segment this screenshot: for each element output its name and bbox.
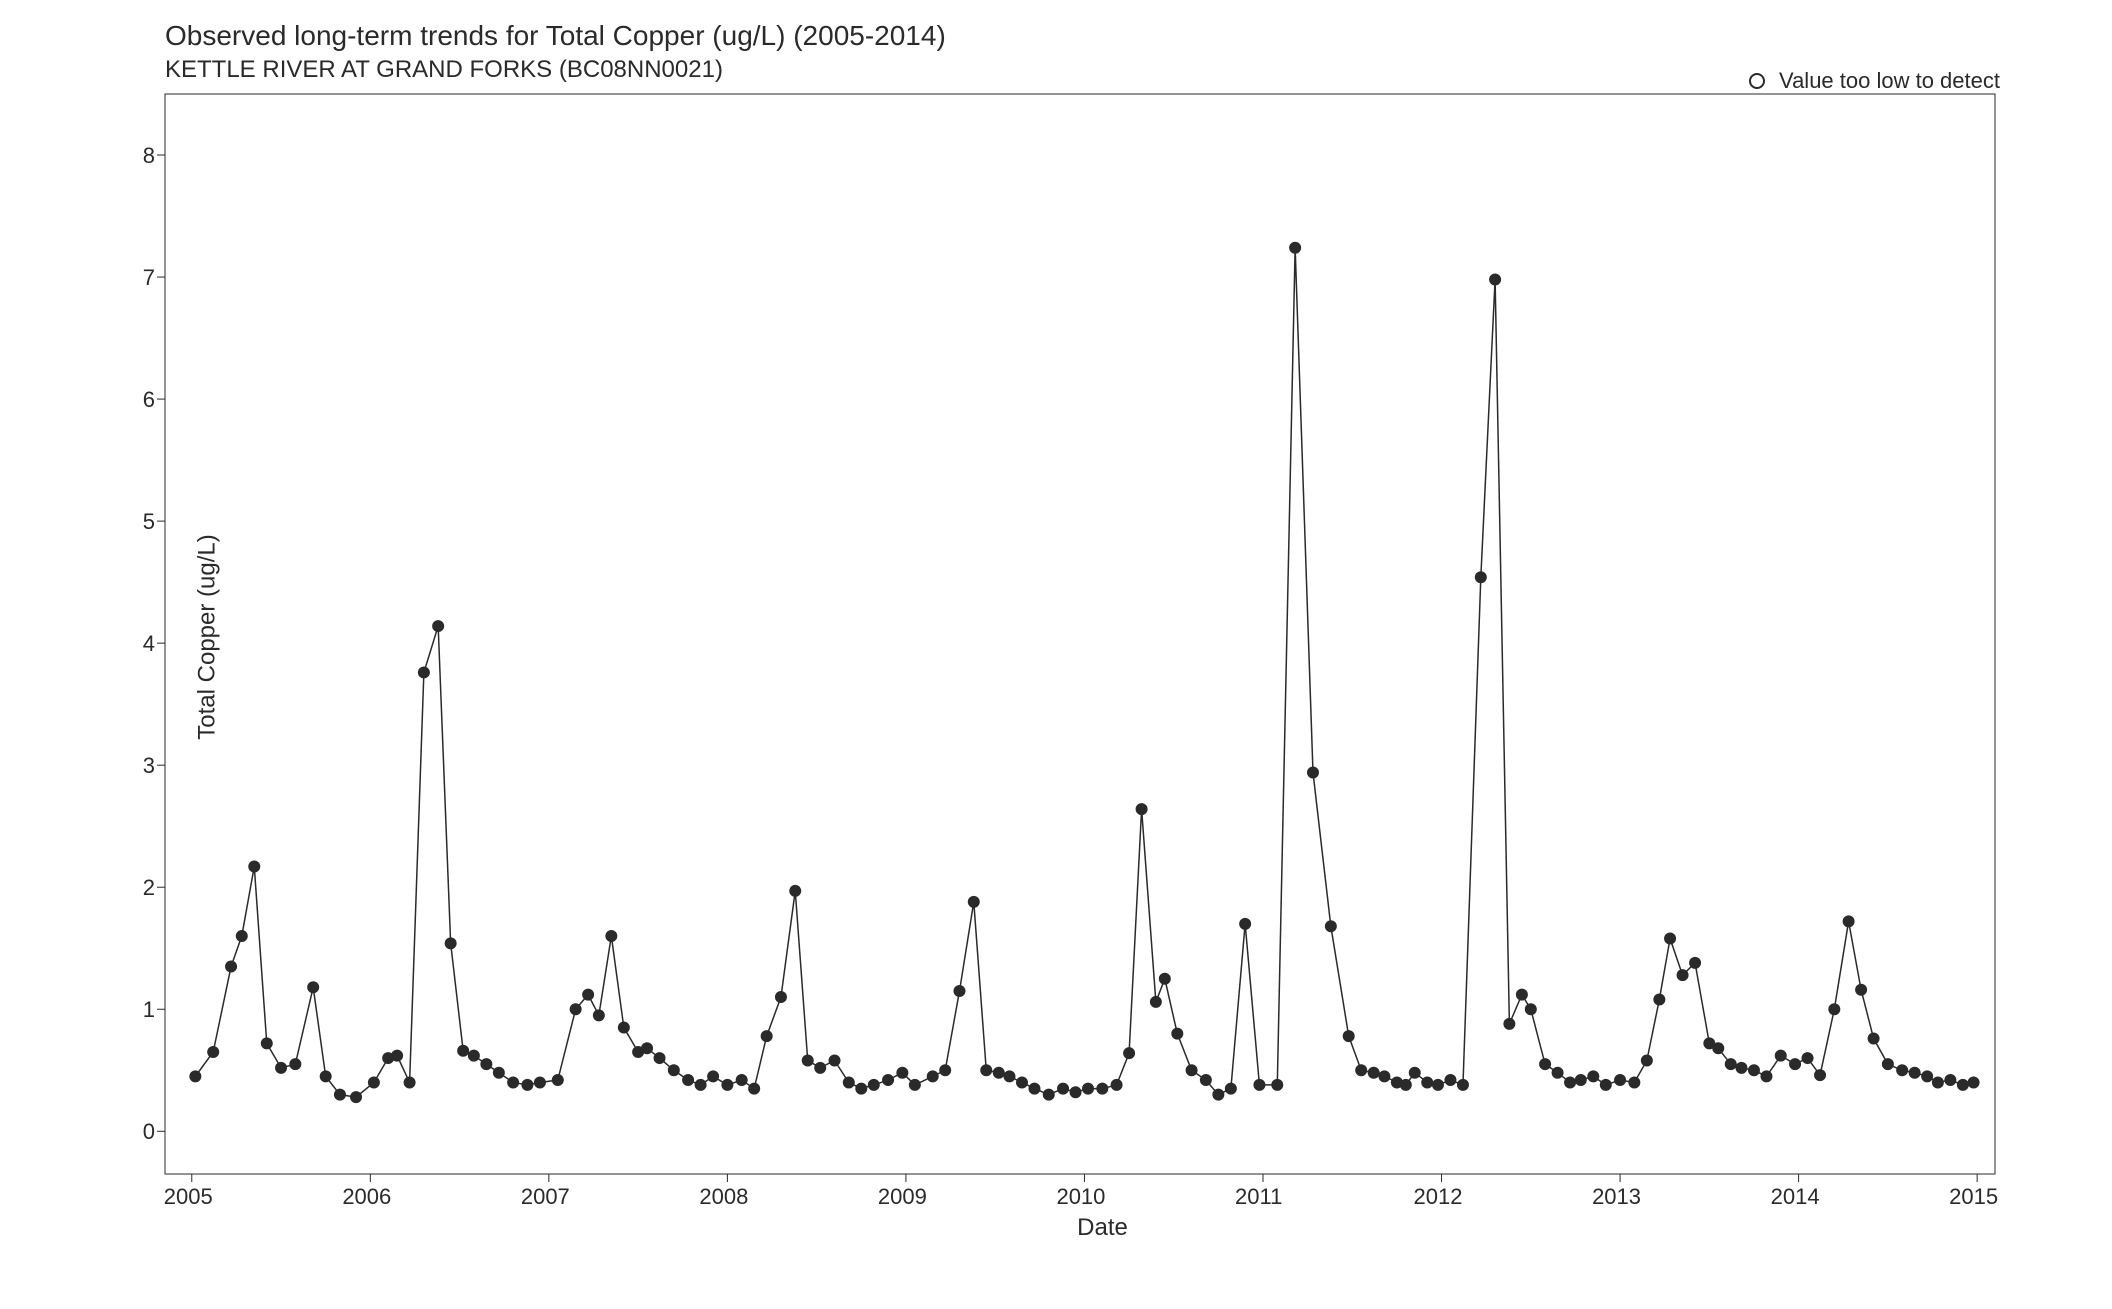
x-tick-label: 2014 <box>1771 1184 1820 1210</box>
y-tick-label: 0 <box>115 1119 155 1145</box>
x-axis-label: Date <box>1077 1214 1128 1242</box>
legend-marker-icon <box>1749 73 1765 89</box>
x-tick-label: 2008 <box>699 1184 748 1210</box>
x-tick-label: 2010 <box>1056 1184 1105 1210</box>
y-tick-label: 5 <box>115 509 155 535</box>
x-tick-label: 2006 <box>342 1184 391 1210</box>
x-tick-label: 2011 <box>1235 1184 1282 1210</box>
x-tick-label: 2005 <box>164 1184 213 1210</box>
chart-title: Observed long-term trends for Total Copp… <box>165 20 2040 52</box>
legend: Value too low to detect <box>1749 68 2000 94</box>
y-tick-label: 7 <box>115 265 155 291</box>
y-tick-label: 1 <box>115 997 155 1023</box>
chart-svg <box>165 94 1995 1174</box>
plot-area: Total Copper (ug/L) Date 012345678200520… <box>165 94 2040 1179</box>
x-tick-label: 2007 <box>521 1184 570 1210</box>
x-tick-label: 2009 <box>878 1184 927 1210</box>
y-tick-label: 8 <box>115 143 155 169</box>
chart-container: Observed long-term trends for Total Copp… <box>80 20 2040 1280</box>
y-axis-label: Total Copper (ug/L) <box>194 534 222 739</box>
y-tick-label: 3 <box>115 753 155 779</box>
y-tick-label: 6 <box>115 387 155 413</box>
x-tick-label: 2013 <box>1592 1184 1641 1210</box>
y-tick-label: 2 <box>115 875 155 901</box>
legend-label: Value too low to detect <box>1779 68 2000 94</box>
y-tick-label: 4 <box>115 631 155 657</box>
x-tick-label: 2015 <box>1949 1184 1998 1210</box>
x-tick-label: 2012 <box>1414 1184 1463 1210</box>
